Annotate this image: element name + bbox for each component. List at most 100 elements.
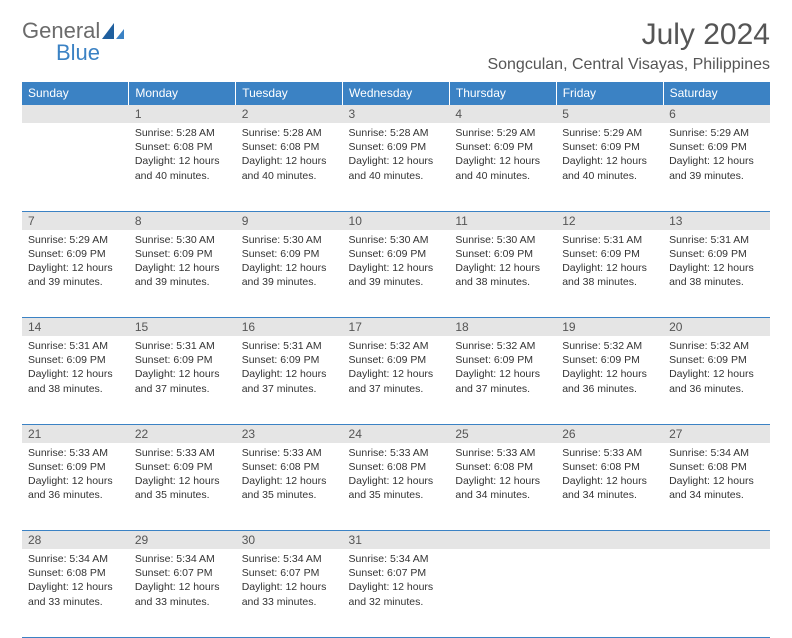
day-cell: Sunrise: 5:33 AMSunset: 6:08 PMDaylight:…: [343, 443, 450, 531]
day-number: 25: [449, 424, 556, 443]
day-cell: Sunrise: 5:31 AMSunset: 6:09 PMDaylight:…: [129, 336, 236, 424]
weekday-header: Monday: [129, 82, 236, 105]
day-number: 21: [22, 424, 129, 443]
sunrise-text: Sunrise: 5:31 AM: [242, 339, 337, 353]
logo-sail-icon: [100, 21, 126, 41]
sunrise-text: Sunrise: 5:32 AM: [455, 339, 550, 353]
sunrise-text: Sunrise: 5:33 AM: [28, 446, 123, 460]
sunrise-text: Sunrise: 5:30 AM: [455, 233, 550, 247]
day-cell: Sunrise: 5:30 AMSunset: 6:09 PMDaylight:…: [129, 230, 236, 318]
sunrise-text: Sunrise: 5:32 AM: [562, 339, 657, 353]
day-number: 6: [663, 105, 770, 124]
daylight-text: Daylight: 12 hours and 40 minutes.: [562, 154, 657, 182]
day-cell: Sunrise: 5:30 AMSunset: 6:09 PMDaylight:…: [449, 230, 556, 318]
day-number: 29: [129, 531, 236, 550]
day-cell: Sunrise: 5:31 AMSunset: 6:09 PMDaylight:…: [663, 230, 770, 318]
day-number: 10: [343, 211, 450, 230]
title-block: July 2024 Songculan, Central Visayas, Ph…: [487, 18, 770, 74]
weekday-header: Thursday: [449, 82, 556, 105]
daylight-text: Daylight: 12 hours and 36 minutes.: [28, 474, 123, 502]
logo: General Blue: [22, 18, 126, 66]
day-cell: Sunrise: 5:28 AMSunset: 6:08 PMDaylight:…: [236, 123, 343, 211]
sunset-text: Sunset: 6:09 PM: [349, 140, 444, 154]
day-cell: Sunrise: 5:28 AMSunset: 6:09 PMDaylight:…: [343, 123, 450, 211]
daylight-text: Daylight: 12 hours and 35 minutes.: [135, 474, 230, 502]
daylight-text: Daylight: 12 hours and 39 minutes.: [135, 261, 230, 289]
day-number: 3: [343, 105, 450, 124]
sunset-text: Sunset: 6:09 PM: [455, 140, 550, 154]
day-number: 17: [343, 318, 450, 337]
day-number: 1: [129, 105, 236, 124]
sunrise-text: Sunrise: 5:31 AM: [669, 233, 764, 247]
day-number: 16: [236, 318, 343, 337]
daynum-row: 21222324252627: [22, 424, 770, 443]
sunset-text: Sunset: 6:08 PM: [28, 566, 123, 580]
day-number: 15: [129, 318, 236, 337]
day-number: 14: [22, 318, 129, 337]
daylight-text: Daylight: 12 hours and 38 minutes.: [562, 261, 657, 289]
day-cell: Sunrise: 5:31 AMSunset: 6:09 PMDaylight:…: [556, 230, 663, 318]
weekday-header: Friday: [556, 82, 663, 105]
sunset-text: Sunset: 6:09 PM: [562, 140, 657, 154]
sunset-text: Sunset: 6:09 PM: [669, 247, 764, 261]
day-cell: Sunrise: 5:29 AMSunset: 6:09 PMDaylight:…: [449, 123, 556, 211]
sunrise-text: Sunrise: 5:31 AM: [28, 339, 123, 353]
weekday-header-row: Sunday Monday Tuesday Wednesday Thursday…: [22, 82, 770, 105]
day-cell: Sunrise: 5:32 AMSunset: 6:09 PMDaylight:…: [556, 336, 663, 424]
day-number: 9: [236, 211, 343, 230]
sunset-text: Sunset: 6:09 PM: [28, 247, 123, 261]
day-cell: Sunrise: 5:33 AMSunset: 6:09 PMDaylight:…: [129, 443, 236, 531]
daylight-text: Daylight: 12 hours and 36 minutes.: [669, 367, 764, 395]
daylight-text: Daylight: 12 hours and 40 minutes.: [349, 154, 444, 182]
sunrise-text: Sunrise: 5:34 AM: [242, 552, 337, 566]
content-row: Sunrise: 5:29 AMSunset: 6:09 PMDaylight:…: [22, 230, 770, 318]
day-cell: Sunrise: 5:30 AMSunset: 6:09 PMDaylight:…: [343, 230, 450, 318]
sunrise-text: Sunrise: 5:30 AM: [242, 233, 337, 247]
sunset-text: Sunset: 6:09 PM: [562, 247, 657, 261]
sunset-text: Sunset: 6:09 PM: [455, 353, 550, 367]
day-cell: Sunrise: 5:33 AMSunset: 6:08 PMDaylight:…: [236, 443, 343, 531]
day-cell: Sunrise: 5:30 AMSunset: 6:09 PMDaylight:…: [236, 230, 343, 318]
day-cell: [663, 549, 770, 637]
sunset-text: Sunset: 6:09 PM: [242, 247, 337, 261]
weekday-header: Tuesday: [236, 82, 343, 105]
sunrise-text: Sunrise: 5:29 AM: [562, 126, 657, 140]
sunset-text: Sunset: 6:08 PM: [669, 460, 764, 474]
day-number: 24: [343, 424, 450, 443]
sunset-text: Sunset: 6:08 PM: [562, 460, 657, 474]
sunset-text: Sunset: 6:07 PM: [242, 566, 337, 580]
content-row: Sunrise: 5:28 AMSunset: 6:08 PMDaylight:…: [22, 123, 770, 211]
day-cell: [556, 549, 663, 637]
day-cell: Sunrise: 5:29 AMSunset: 6:09 PMDaylight:…: [22, 230, 129, 318]
sunset-text: Sunset: 6:08 PM: [455, 460, 550, 474]
day-cell: Sunrise: 5:32 AMSunset: 6:09 PMDaylight:…: [343, 336, 450, 424]
day-cell: Sunrise: 5:34 AMSunset: 6:07 PMDaylight:…: [129, 549, 236, 637]
sunrise-text: Sunrise: 5:34 AM: [135, 552, 230, 566]
sunset-text: Sunset: 6:09 PM: [242, 353, 337, 367]
day-number: 11: [449, 211, 556, 230]
day-cell: Sunrise: 5:31 AMSunset: 6:09 PMDaylight:…: [22, 336, 129, 424]
content-row: Sunrise: 5:33 AMSunset: 6:09 PMDaylight:…: [22, 443, 770, 531]
sunrise-text: Sunrise: 5:29 AM: [669, 126, 764, 140]
sunset-text: Sunset: 6:09 PM: [349, 353, 444, 367]
day-number: 2: [236, 105, 343, 124]
sunrise-text: Sunrise: 5:30 AM: [349, 233, 444, 247]
sunset-text: Sunset: 6:09 PM: [669, 140, 764, 154]
sunrise-text: Sunrise: 5:33 AM: [562, 446, 657, 460]
day-number: 13: [663, 211, 770, 230]
content-row: Sunrise: 5:34 AMSunset: 6:08 PMDaylight:…: [22, 549, 770, 637]
day-number: 31: [343, 531, 450, 550]
daynum-row: 123456: [22, 105, 770, 124]
sunset-text: Sunset: 6:07 PM: [135, 566, 230, 580]
sunrise-text: Sunrise: 5:34 AM: [669, 446, 764, 460]
day-cell: [449, 549, 556, 637]
daylight-text: Daylight: 12 hours and 38 minutes.: [669, 261, 764, 289]
sunset-text: Sunset: 6:08 PM: [135, 140, 230, 154]
daylight-text: Daylight: 12 hours and 40 minutes.: [135, 154, 230, 182]
day-number: 26: [556, 424, 663, 443]
sunrise-text: Sunrise: 5:31 AM: [135, 339, 230, 353]
day-number: [22, 105, 129, 124]
sunrise-text: Sunrise: 5:32 AM: [669, 339, 764, 353]
daylight-text: Daylight: 12 hours and 39 minutes.: [349, 261, 444, 289]
daylight-text: Daylight: 12 hours and 37 minutes.: [455, 367, 550, 395]
